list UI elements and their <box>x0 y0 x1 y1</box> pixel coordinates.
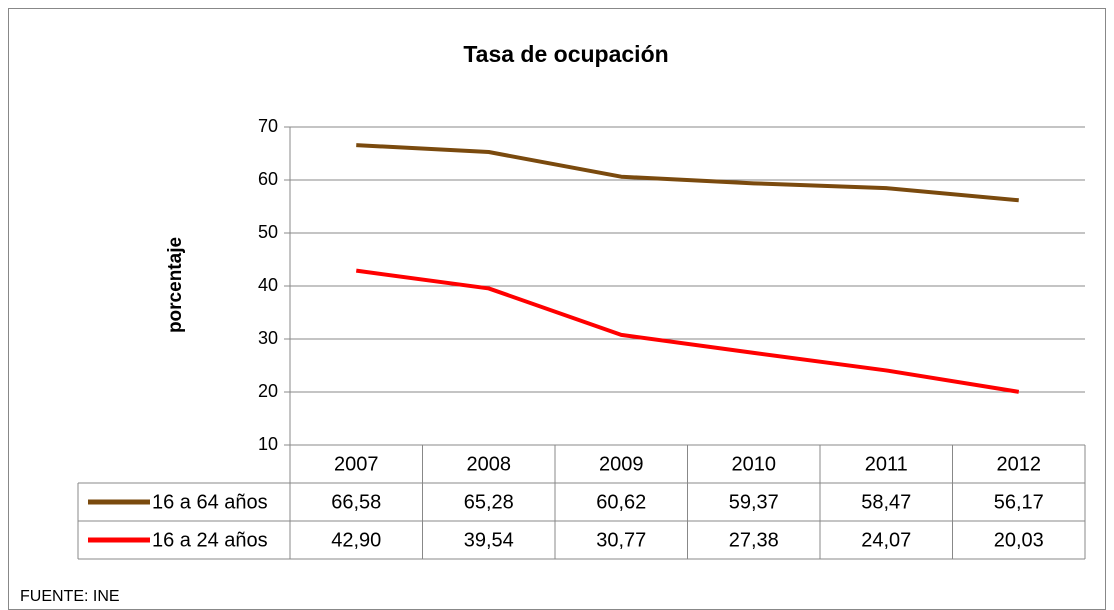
table-value: 39,54 <box>464 529 514 551</box>
x-tick-label: 2008 <box>467 453 512 475</box>
legend-label: 16 a 64 años <box>152 491 268 513</box>
x-tick-label: 2007 <box>334 453 379 475</box>
table-value: 42,90 <box>331 529 381 551</box>
chart-border <box>8 8 1106 610</box>
series-line <box>355 268 1020 394</box>
table-value: 24,07 <box>861 529 911 551</box>
table-value: 30,77 <box>596 529 646 551</box>
table-value: 65,28 <box>464 491 514 513</box>
x-tick-label: 2012 <box>997 453 1042 475</box>
table-value: 60,62 <box>596 491 646 513</box>
table-value: 59,37 <box>729 491 779 513</box>
legend-label: 16 a 24 años <box>152 529 268 551</box>
table-value: 56,17 <box>994 491 1044 513</box>
y-tick-label: 60 <box>258 169 278 189</box>
y-tick-label: 70 <box>258 116 278 136</box>
table-value: 58,47 <box>861 491 911 513</box>
x-tick-label: 2010 <box>732 453 777 475</box>
y-axis-label: porcentaje <box>165 237 186 333</box>
y-tick-label: 50 <box>258 222 278 242</box>
table-value: 66,58 <box>331 491 381 513</box>
series-line <box>356 143 1019 203</box>
y-tick-label: 40 <box>258 275 278 295</box>
table-value: 27,38 <box>729 529 779 551</box>
table-value: 20,03 <box>994 529 1044 551</box>
y-tick-label: 30 <box>258 328 278 348</box>
y-tick-label: 10 <box>258 434 278 454</box>
x-tick-label: 2011 <box>865 453 908 475</box>
chart-title: Tasa de ocupación <box>463 41 668 67</box>
x-tick-label: 2009 <box>599 453 644 475</box>
y-tick-label: 20 <box>258 381 278 401</box>
source-note: FUENTE: INE <box>20 588 120 605</box>
